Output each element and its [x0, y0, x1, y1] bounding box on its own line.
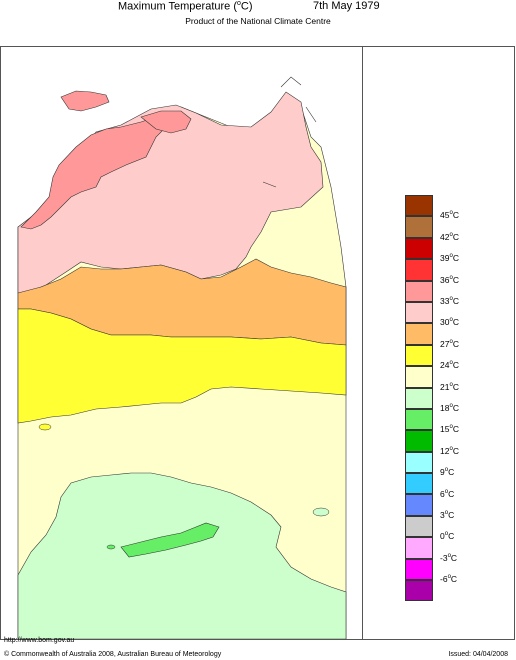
legend-tick-label: 42oC — [440, 231, 459, 242]
issued-date: Issued: 04/04/2008 — [448, 651, 508, 658]
title-text: Maximum Temperature (oC) — [118, 0, 253, 13]
band-33-36-island — [60, 90, 110, 112]
legend-swatch — [405, 195, 433, 217]
legend-tick-label: -3oC — [440, 552, 458, 563]
colour-legend — [405, 195, 435, 602]
temperature-map — [17, 76, 347, 639]
legend-swatch — [405, 473, 433, 495]
legend-tick-label: 3oC — [440, 510, 455, 520]
legend-tick-label: 9oC — [440, 467, 455, 478]
map-title: Maximum Temperature (oC) 7th May 1979 — [0, 0, 516, 14]
legend-tick-label: 21oC — [440, 381, 459, 392]
legend-swatch — [405, 580, 433, 602]
band-15-18-patch — [120, 522, 220, 558]
legend-swatch — [405, 387, 433, 409]
legend-tick-label: 0oC — [440, 531, 455, 542]
legend-tick-label: 15oC — [440, 424, 459, 435]
legend-tick-label: 27oC — [440, 338, 459, 349]
legend-swatch — [405, 323, 433, 345]
copyright-text: © Commonwealth of Australia 2008, Austra… — [4, 651, 222, 658]
band-33-36-region — [20, 116, 172, 230]
map-subtitle: Product of the National Climate Centre — [185, 16, 331, 26]
coast-line — [262, 76, 317, 188]
legend-tick-label: 18oC — [440, 403, 459, 413]
band-24-27-region — [17, 308, 347, 424]
legend-tick-label: 33oC — [440, 296, 459, 306]
legend-tick-label: -6oC — [440, 574, 458, 585]
legend-tick-label: 36oC — [440, 274, 459, 285]
source-url[interactable]: http://www.bom.gov.au — [4, 637, 75, 644]
small-islet — [312, 507, 330, 517]
legend-swatch — [405, 280, 433, 302]
legend-swatch — [405, 408, 433, 431]
band-18-21-region — [17, 472, 347, 639]
legend-swatch — [405, 451, 433, 474]
map-frame — [0, 46, 515, 640]
legend-tick-label: 6oC — [440, 488, 455, 499]
legend-swatch — [405, 259, 433, 281]
legend-swatch — [405, 344, 433, 367]
small-islet — [38, 423, 52, 431]
map-date: 7th May 1979 — [313, 0, 380, 12]
legend-swatch — [405, 494, 433, 516]
legend-swatch — [405, 537, 433, 559]
legend-tick-label: 39oC — [440, 253, 459, 264]
legend-swatch — [405, 430, 433, 452]
legend-tick-label: 12oC — [440, 445, 459, 456]
legend-swatch — [405, 558, 433, 581]
legend-swatch — [405, 216, 433, 238]
small-islet — [106, 544, 116, 550]
legend-divider — [362, 46, 363, 640]
legend-tick-label: 30oC — [440, 317, 459, 328]
legend-tick-label: 24oC — [440, 360, 459, 371]
legend-swatch — [405, 366, 433, 388]
legend-swatch — [405, 237, 433, 260]
legend-tick-label: 45oC — [440, 210, 459, 221]
legend-swatch — [405, 515, 433, 538]
legend-swatch — [405, 301, 433, 324]
band-33-36-coast — [140, 110, 192, 134]
